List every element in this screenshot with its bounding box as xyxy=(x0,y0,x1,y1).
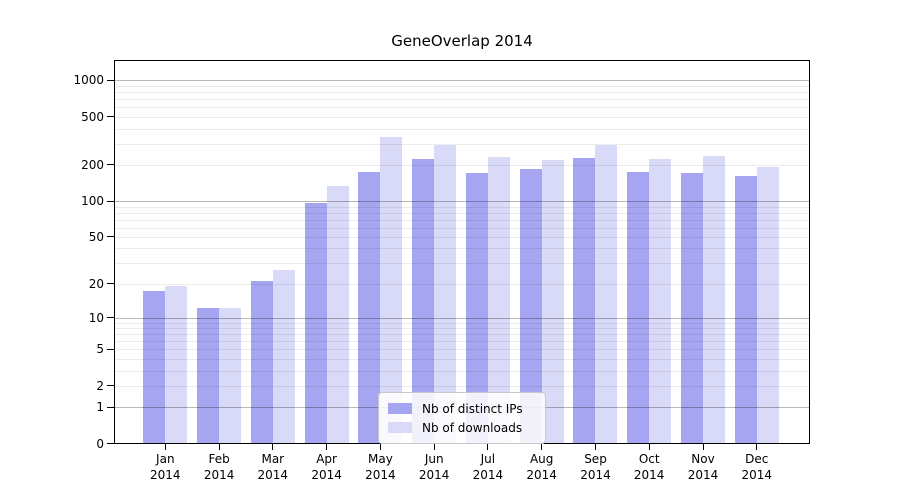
x-tick-label-dec: Dec 2014 xyxy=(741,452,773,482)
x-tick-label-sep: Sep 2014 xyxy=(580,452,611,482)
y-tick-mark-200 xyxy=(107,164,114,166)
x-tick-label-oct: Oct 2014 xyxy=(633,452,665,482)
legend-label-downloads: Nb of downloads xyxy=(422,420,523,435)
y-tick-label-1: 1 xyxy=(96,400,104,415)
x-tick-label-apr: Apr 2014 xyxy=(311,452,342,482)
bar-downloads-oct xyxy=(649,159,672,443)
y-tick-mark-50 xyxy=(107,236,114,238)
y-tick-mark-2 xyxy=(107,385,114,387)
bar-distinct-ips-jul xyxy=(465,172,488,443)
minor-gridline-700 xyxy=(115,99,809,101)
x-tick-mark-apr xyxy=(326,444,328,450)
bar-downloads-may xyxy=(380,136,403,443)
bar-downloads-mar xyxy=(272,269,295,443)
legend-swatch-downloads xyxy=(388,422,412,433)
x-tick-mark-aug xyxy=(541,444,543,450)
x-tick-label-mar: Mar 2014 xyxy=(257,452,289,482)
y-tick-label-200: 200 xyxy=(81,157,104,172)
bar-downloads-aug xyxy=(541,159,564,443)
minor-gridline-500 xyxy=(115,116,809,118)
legend: Nb of distinct IPs Nb of downloads xyxy=(378,392,546,444)
x-tick-mark-feb xyxy=(218,444,220,450)
bar-downloads-jul xyxy=(487,157,510,443)
bar-downloads-apr xyxy=(326,186,349,443)
x-tick-mark-oct xyxy=(648,444,650,450)
bar-distinct-ips-dec xyxy=(734,176,757,443)
y-tick-label-50: 50 xyxy=(88,229,104,244)
x-tick-mark-mar xyxy=(272,444,274,450)
major-gridline-1000 xyxy=(115,80,809,82)
bar-distinct-ips-sep xyxy=(573,158,596,443)
x-tick-mark-dec xyxy=(756,444,758,450)
bar-distinct-ips-may xyxy=(358,171,381,443)
x-tick-label-feb: Feb 2014 xyxy=(203,452,235,482)
y-tick-label-0: 0 xyxy=(96,436,104,451)
y-tick-label-5: 5 xyxy=(96,342,104,357)
bar-distinct-ips-oct xyxy=(627,172,650,443)
chart-title: GeneOverlap 2014 xyxy=(391,32,533,50)
bar-distinct-ips-nov xyxy=(681,172,703,443)
y-tick-mark-1 xyxy=(107,406,114,408)
x-tick-mark-jul xyxy=(487,444,489,450)
y-tick-label-1000: 1000 xyxy=(73,73,104,88)
bar-downloads-jan xyxy=(165,285,188,443)
bar-distinct-ips-apr xyxy=(304,202,327,443)
bar-distinct-ips-jun xyxy=(412,159,435,443)
bar-downloads-dec xyxy=(756,166,779,443)
x-tick-mark-sep xyxy=(595,444,596,450)
y-tick-mark-10 xyxy=(107,317,114,318)
x-tick-label-jun: Jun 2014 xyxy=(418,452,450,482)
minor-gridline-900 xyxy=(115,86,809,87)
minor-gridline-400 xyxy=(115,128,809,130)
bar-distinct-ips-jan xyxy=(143,291,166,443)
x-tick-label-jul: Jul 2014 xyxy=(472,452,504,482)
y-tick-label-2: 2 xyxy=(96,378,104,393)
minor-gridline-800 xyxy=(115,92,809,94)
y-tick-mark-500 xyxy=(107,116,114,118)
x-tick-label-aug: Aug 2014 xyxy=(526,452,557,482)
y-tick-label-500: 500 xyxy=(81,109,104,124)
x-tick-mark-jun xyxy=(433,444,435,450)
x-tick-label-jan: Jan 2014 xyxy=(150,452,181,482)
legend-item-downloads: Nb of downloads xyxy=(388,419,536,436)
bar-downloads-nov xyxy=(703,156,725,443)
y-tick-mark-20 xyxy=(107,283,114,284)
plot-inner xyxy=(115,61,809,443)
y-tick-label-100: 100 xyxy=(81,194,104,208)
legend-label-distinct-ips: Nb of distinct IPs xyxy=(422,401,523,416)
bar-distinct-ips-aug xyxy=(519,169,542,443)
bar-distinct-ips-feb xyxy=(197,308,220,443)
minor-gridline-300 xyxy=(115,143,809,145)
y-tick-mark-5 xyxy=(107,348,114,350)
y-tick-mark-1000 xyxy=(107,79,114,81)
bar-distinct-ips-mar xyxy=(250,280,273,443)
x-tick-mark-may xyxy=(379,444,381,450)
bar-downloads-jun xyxy=(434,144,457,443)
y-tick-mark-0 xyxy=(107,443,114,444)
bar-downloads-feb xyxy=(219,308,242,443)
legend-item-distinct-ips: Nb of distinct IPs xyxy=(388,400,536,417)
bar-downloads-sep xyxy=(595,144,618,443)
legend-swatch-distinct-ips xyxy=(388,403,412,414)
y-tick-label-20: 20 xyxy=(88,276,104,291)
y-tick-label-10: 10 xyxy=(88,310,104,325)
minor-gridline-600 xyxy=(115,107,809,109)
x-tick-mark-jan xyxy=(164,444,166,450)
x-tick-mark-nov xyxy=(702,444,704,450)
y-tick-mark-100 xyxy=(107,200,114,202)
x-tick-label-may: May 2014 xyxy=(365,452,396,482)
x-tick-label-nov: Nov 2014 xyxy=(687,452,719,482)
plot-area xyxy=(114,60,810,444)
